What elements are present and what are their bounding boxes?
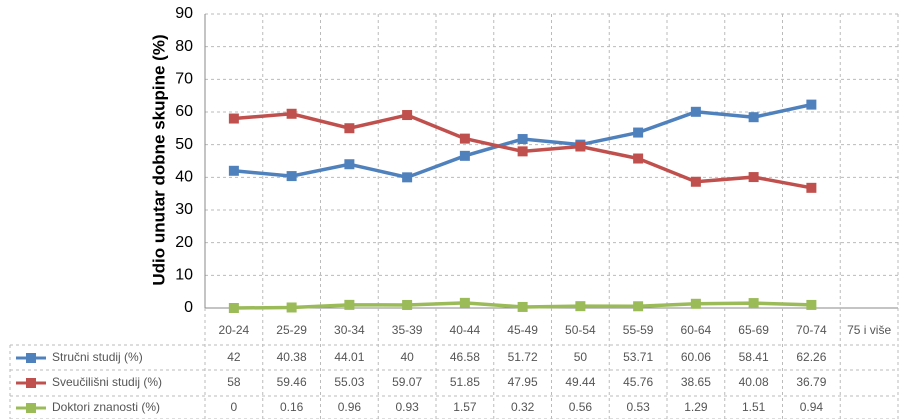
marker — [748, 112, 759, 123]
x-tick-label: 25-29 — [276, 323, 307, 337]
table-cell: 58.41 — [739, 350, 769, 364]
marker — [344, 159, 355, 170]
marker — [228, 303, 239, 313]
marker — [286, 302, 297, 313]
marker — [575, 301, 586, 312]
y-tick-label: 50 — [175, 136, 193, 153]
marker — [286, 171, 297, 182]
x-tick-label: 70-74 — [796, 323, 827, 337]
table-cell: 38.65 — [681, 375, 711, 389]
marker — [633, 301, 644, 312]
table-cell: 59.07 — [392, 375, 422, 389]
marker — [344, 299, 355, 310]
x-tick-label: 20-24 — [219, 323, 250, 337]
marker — [459, 150, 470, 161]
table-cell: 1.57 — [453, 400, 477, 414]
table-cell: 40 — [400, 350, 414, 364]
table-cell: 0.93 — [395, 400, 419, 414]
y-tick-label: 40 — [175, 169, 193, 186]
y-axis-label: Udio unutar dobne skupine (%) — [149, 34, 168, 285]
marker — [344, 123, 355, 134]
table-cell: 0.16 — [280, 400, 304, 414]
marker — [690, 106, 701, 117]
table-cell: 46.58 — [450, 350, 480, 364]
marker — [690, 298, 701, 309]
marker — [402, 110, 413, 121]
marker — [517, 134, 528, 145]
marker — [633, 127, 644, 138]
table-cell: 0.96 — [338, 400, 362, 414]
marker — [286, 108, 297, 119]
marker — [690, 176, 701, 187]
legend-marker — [26, 403, 36, 413]
legend-label: Sveučilišni studij (%) — [52, 375, 162, 389]
table-cell: 0 — [231, 400, 238, 414]
table-cell: 45.76 — [623, 375, 653, 389]
table-cell: 0.94 — [800, 400, 824, 414]
legend-marker — [26, 378, 36, 388]
table-cell: 58 — [227, 375, 241, 389]
marker — [806, 299, 817, 310]
legend-marker — [26, 353, 36, 363]
table-cell: 51.85 — [450, 375, 480, 389]
y-tick-label: 90 — [175, 5, 193, 22]
table-cell: 40.08 — [739, 375, 769, 389]
table-cell: 1.29 — [684, 400, 708, 414]
legend-label: Doktori znanosti (%) — [52, 400, 160, 414]
table-cell: 50 — [574, 350, 588, 364]
marker — [459, 297, 470, 308]
marker — [633, 153, 644, 164]
table-cell: 0.56 — [569, 400, 593, 414]
table-cell: 49.44 — [565, 375, 595, 389]
marker — [748, 172, 759, 183]
marker — [517, 146, 528, 157]
x-tick-label: 35-39 — [392, 323, 423, 337]
table-cell: 51.72 — [508, 350, 538, 364]
table-cell: 47.95 — [508, 375, 538, 389]
table-cell: 62.26 — [796, 350, 826, 364]
marker — [228, 165, 239, 176]
table-cell: 55.03 — [334, 375, 364, 389]
y-tick-label: 80 — [175, 38, 193, 55]
marker — [228, 113, 239, 124]
table-cell: 59.46 — [277, 375, 307, 389]
marker — [806, 182, 817, 193]
marker — [748, 298, 759, 309]
x-tick-label: 75 i više — [847, 323, 891, 337]
x-tick-label: 45-49 — [507, 323, 538, 337]
y-tick-label: 30 — [175, 201, 193, 218]
y-tick-label: 70 — [175, 71, 193, 88]
x-tick-label: 50-54 — [565, 323, 596, 337]
x-tick-label: 65-69 — [738, 323, 769, 337]
x-tick-label: 55-59 — [623, 323, 654, 337]
table-cell: 0.53 — [626, 400, 650, 414]
table-cell: 1.51 — [742, 400, 766, 414]
y-tick-label: 20 — [175, 234, 193, 251]
x-tick-label: 30-34 — [334, 323, 365, 337]
marker — [402, 299, 413, 310]
y-tick-label: 10 — [175, 267, 193, 284]
x-tick-label: 40-44 — [450, 323, 481, 337]
table-cell: 60.06 — [681, 350, 711, 364]
y-tick-label: 0 — [184, 299, 193, 316]
marker — [575, 141, 586, 152]
y-tick-label: 60 — [175, 103, 193, 120]
marker — [806, 99, 817, 110]
table-cell: 40.38 — [277, 350, 307, 364]
x-tick-label: 60-64 — [681, 323, 712, 337]
table-cell: 36.79 — [796, 375, 826, 389]
table-cell: 53.71 — [623, 350, 653, 364]
table-cell: 44.01 — [334, 350, 364, 364]
marker — [402, 172, 413, 183]
table-cell: 0.32 — [511, 400, 535, 414]
legend-label: Stručni studij (%) — [52, 350, 143, 364]
marker — [459, 133, 470, 144]
marker — [517, 301, 528, 312]
table-cell: 42 — [227, 350, 241, 364]
